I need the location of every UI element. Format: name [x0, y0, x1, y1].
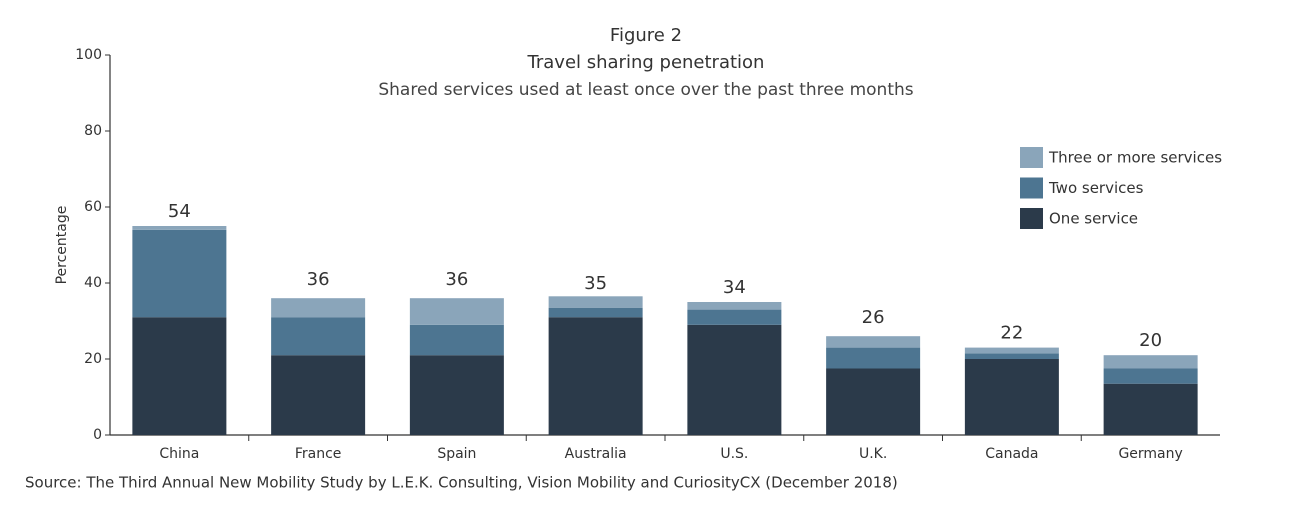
y-axis-label: Percentage [54, 206, 70, 285]
legend-label: Two services [1048, 179, 1144, 197]
legend-swatch [1020, 208, 1043, 229]
bar-segment [687, 324, 782, 435]
x-tick-label: China [159, 446, 199, 462]
bar-segment [964, 359, 1059, 435]
y-tick-label: 80 [84, 123, 102, 139]
bar-segment [548, 296, 643, 308]
bar-segment [964, 353, 1059, 359]
bar-segment [1103, 355, 1198, 369]
bar-segment [548, 317, 643, 435]
bar-segment [548, 307, 643, 318]
bar-segment [687, 309, 782, 325]
bar-segment [1103, 368, 1198, 384]
total-label: 34 [723, 277, 746, 298]
bar-segment [409, 324, 504, 356]
bar-segment [826, 368, 921, 435]
bar-segment [826, 336, 921, 348]
y-tick-label: 60 [84, 199, 102, 215]
total-label: 36 [307, 269, 330, 290]
bar-segment [826, 347, 921, 369]
total-label: 26 [862, 307, 885, 328]
chart-description: Shared services used at least once over … [378, 80, 913, 100]
bar-segment [132, 229, 227, 318]
bar-segment [1103, 383, 1198, 435]
bar-segment [409, 298, 504, 325]
x-tick-label: Spain [437, 446, 476, 462]
chart-subtitle: Travel sharing penetration [527, 52, 765, 73]
bar-segment [409, 355, 504, 435]
y-tick-label: 20 [84, 351, 102, 367]
x-tick-label: France [295, 446, 342, 462]
y-tick-label: 0 [93, 427, 102, 443]
bar-segment [271, 317, 366, 356]
x-tick-label: Australia [565, 446, 627, 462]
bar-segment [271, 355, 366, 435]
bar-segment [132, 226, 227, 230]
legend-swatch [1020, 177, 1043, 199]
total-label: 35 [584, 273, 607, 294]
total-label: 36 [445, 269, 468, 290]
bar-segment [964, 347, 1059, 354]
source-note: Source: The Third Annual New Mobility St… [25, 474, 898, 492]
legend-swatch [1020, 147, 1043, 168]
legend-label: One service [1049, 210, 1138, 228]
y-tick-label: 100 [75, 47, 102, 63]
x-tick-label: U.S. [720, 446, 748, 462]
total-label: 22 [1000, 322, 1023, 343]
x-tick-label: Germany [1118, 446, 1182, 462]
x-tick-label: U.K. [859, 446, 887, 462]
y-tick-label: 40 [84, 275, 102, 291]
chart-title: Figure 2 [610, 25, 682, 46]
bar-segment [271, 298, 366, 318]
total-label: 54 [168, 201, 191, 222]
total-label: 20 [1139, 330, 1162, 351]
x-tick-label: Canada [985, 446, 1038, 462]
bar-segment [132, 317, 227, 435]
bar-segment [687, 302, 782, 310]
legend-label: Three or more services [1048, 149, 1222, 167]
